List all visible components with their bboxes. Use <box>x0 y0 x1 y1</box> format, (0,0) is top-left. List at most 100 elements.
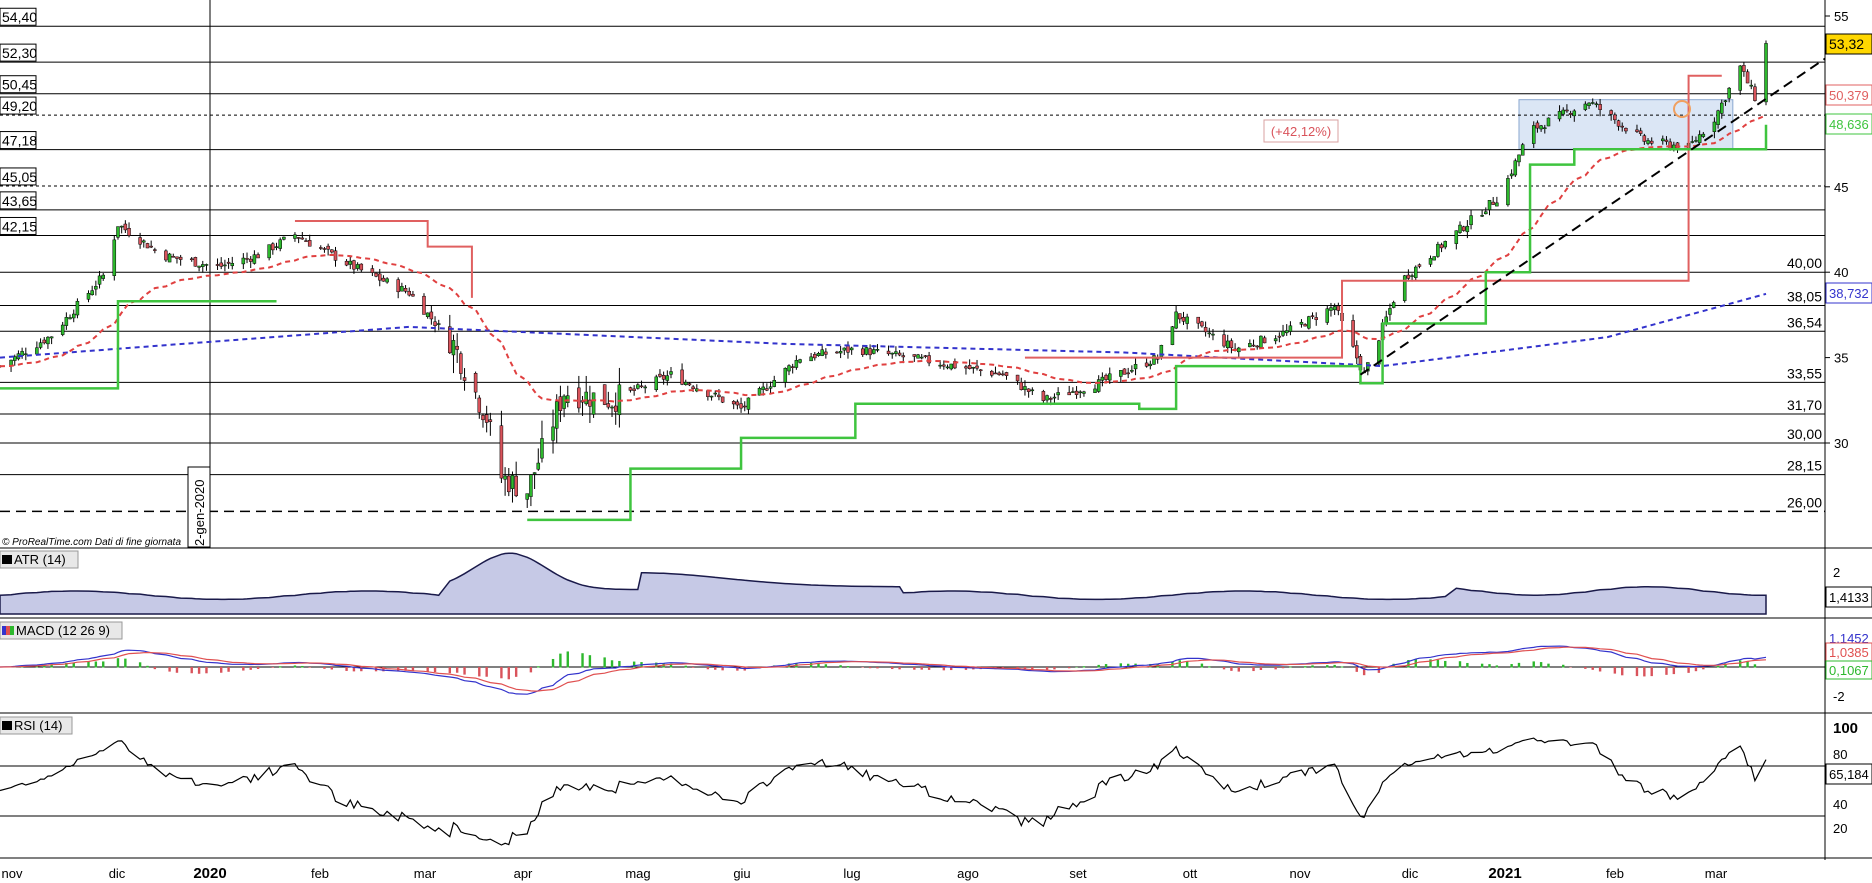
macd-hist-bar <box>87 661 90 668</box>
macd-hist-bar <box>146 665 149 668</box>
candle-body <box>1104 374 1108 380</box>
macd-hist-bar <box>669 663 673 668</box>
candle-body <box>248 258 253 262</box>
candle-body <box>1384 316 1389 323</box>
candle-body <box>824 351 828 355</box>
candle-body <box>886 350 891 355</box>
macd-hist-bar <box>1746 660 1749 668</box>
macd-hist-bar <box>588 655 592 668</box>
candle-body <box>1480 215 1484 217</box>
candle-body <box>665 375 670 381</box>
candle-body <box>1251 344 1256 347</box>
macd-hist-bar <box>684 665 687 668</box>
macd-hist-bar <box>433 667 437 673</box>
candle-body <box>1469 215 1473 226</box>
candle-body <box>215 264 220 266</box>
candle-body <box>1417 264 1422 267</box>
moving-average-red-dashed <box>0 114 1767 403</box>
x-axis-label: 2021 <box>1488 865 1521 882</box>
candlestick-series <box>0 40 1768 508</box>
candle-body <box>610 406 614 409</box>
candle-body <box>422 295 426 315</box>
macd-hist-bar <box>1687 667 1690 673</box>
candle-body <box>1200 321 1204 327</box>
candle-body <box>473 373 478 393</box>
candle-body <box>252 254 257 264</box>
macd-hist-bar <box>1126 663 1130 668</box>
candle-body <box>344 260 349 266</box>
candle-body <box>1443 241 1448 248</box>
macd-hist-bar <box>824 664 828 668</box>
candle-body <box>1406 274 1411 279</box>
level-labels: 54,40 52,30 50,45 49,20 47,18 45,05 43,65 42,15… <box>0 7 1822 510</box>
rsi-line <box>0 737 1767 846</box>
candle-body <box>1126 372 1130 375</box>
candle-body <box>167 253 172 263</box>
candle-body <box>562 395 566 409</box>
candle-body <box>971 366 976 369</box>
candle-body <box>64 317 69 326</box>
candle-body <box>613 405 618 412</box>
candle-body <box>71 313 76 319</box>
candle-body <box>1487 199 1492 211</box>
macd-hist-bar <box>1517 662 1521 668</box>
macd-hist-bar <box>1672 667 1676 675</box>
candle-body <box>964 366 968 369</box>
candle-body <box>1587 102 1591 106</box>
candle-body <box>1100 376 1105 381</box>
candle-body <box>997 372 1001 376</box>
candle-body <box>1461 226 1466 231</box>
candle-body <box>1616 120 1621 127</box>
macd-hist-bar <box>168 667 171 672</box>
candle-body <box>1432 256 1436 261</box>
candle-body <box>510 475 515 489</box>
candle-body <box>197 265 201 268</box>
trailing-stop-green <box>0 124 1768 522</box>
candle-body <box>1148 363 1153 367</box>
candle-body <box>97 275 102 285</box>
macd-hist-bar <box>559 653 562 668</box>
level-label: 50,45 <box>2 77 37 93</box>
candle-body <box>425 312 430 317</box>
macd-hist-bar <box>618 660 621 668</box>
candle-body <box>1716 110 1720 125</box>
macd-hist-bar <box>898 667 901 670</box>
macd-hist-bar <box>463 667 466 675</box>
candle-body <box>1414 266 1418 278</box>
candle-body <box>1764 43 1768 103</box>
candle-body <box>1152 355 1156 365</box>
macd-hist-bar <box>964 667 968 670</box>
macd-line-badge: 1,1452 <box>1829 631 1869 646</box>
candle-body <box>1144 362 1149 367</box>
blue-ma-badge: 38,732 <box>1829 286 1869 301</box>
macd-hist-bar <box>455 667 459 673</box>
macd-hist-bar <box>655 662 658 668</box>
macd-hist-badge: 0,1067 <box>1829 663 1869 678</box>
macd-hist-bar <box>817 663 820 668</box>
macd-hist-bar <box>345 667 348 671</box>
macd-hist-bar <box>65 662 68 668</box>
candle-body <box>304 240 308 242</box>
candle-body <box>794 360 799 368</box>
candle-body <box>1096 379 1101 392</box>
candle-body <box>890 352 894 355</box>
macd-hist-bar <box>1532 661 1535 668</box>
macd-hist-bar <box>1436 659 1440 668</box>
candle-body <box>551 426 555 441</box>
macd-hist-bar <box>1075 666 1078 668</box>
candle-body <box>768 386 773 389</box>
macd-hist-bar <box>1621 667 1624 676</box>
candle-body <box>322 248 327 250</box>
candle-body <box>407 290 411 296</box>
candle-body <box>381 277 386 282</box>
candle-body <box>1583 103 1588 110</box>
candle-body <box>1019 382 1024 390</box>
rsi-tick-80: 80 <box>1833 747 1847 762</box>
macd-hist-bar <box>581 653 584 668</box>
candle-body <box>591 392 596 415</box>
price-tick: 35 <box>1834 351 1848 366</box>
candle-body <box>1642 135 1647 142</box>
candle-body <box>112 239 117 276</box>
candle-body <box>532 472 537 475</box>
macd-hist-bar <box>1362 667 1366 676</box>
